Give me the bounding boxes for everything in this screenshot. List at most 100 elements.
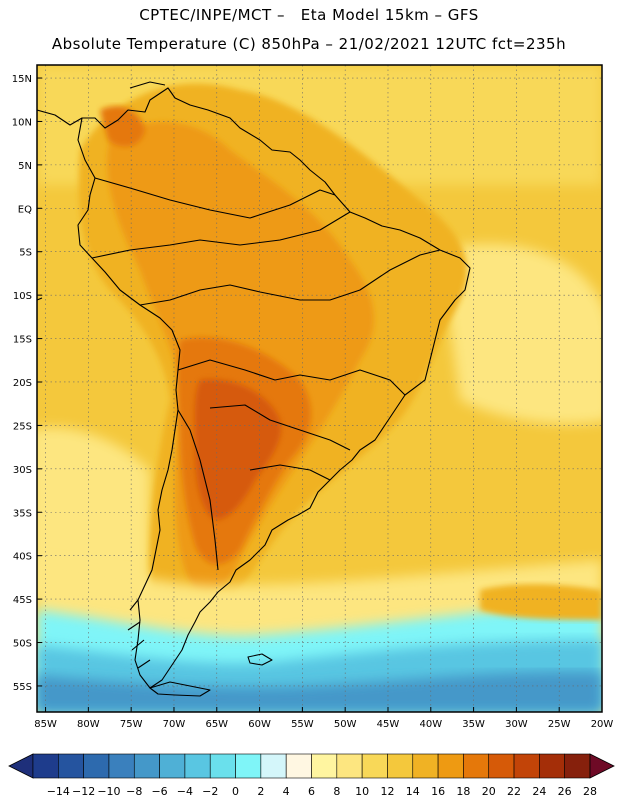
lat-label: 10N — [12, 117, 32, 128]
plot-frame — [36, 64, 603, 713]
lon-label: 85W — [34, 719, 57, 730]
lat-label: 15N — [12, 74, 32, 85]
northern-border — [94, 177, 336, 219]
colorbar-label: 18 — [456, 785, 470, 798]
colorbar-swatch — [539, 753, 565, 779]
uruguay-border — [249, 464, 331, 481]
central-america-coastline — [37, 109, 83, 126]
temperature-field — [37, 65, 602, 712]
colorbar-swatch — [336, 753, 363, 779]
colorbar-label: −12 — [72, 785, 95, 798]
colorbar-label: −4 — [177, 785, 193, 798]
colorbar-label: 14 — [406, 785, 420, 798]
colorbar-label: −10 — [97, 785, 120, 798]
colorbar-swatch — [108, 753, 135, 779]
lon-label: 20W — [591, 719, 614, 730]
lat-label: 45S — [13, 595, 32, 606]
lat-label: 10S — [13, 291, 32, 302]
colorbar-label: 0 — [232, 785, 239, 798]
colorbar-low-arrow — [8, 753, 34, 779]
colorbar-label: 6 — [308, 785, 315, 798]
colorbar-swatch — [83, 753, 110, 779]
colorbar-swatch — [513, 753, 540, 779]
colorbar-label: 12 — [380, 785, 394, 798]
lon-label: 40W — [419, 719, 442, 730]
lon-label: 60W — [248, 719, 271, 730]
chile-fjords — [127, 599, 151, 669]
lon-label: 25W — [548, 719, 571, 730]
colorbar-swatch — [58, 753, 84, 779]
latitude-labels: 15N 10N 5N EQ 5S 10S 15S 20S 25S 30S 35S 40S 45S 50S 5… — [12, 74, 42, 693]
lat-label: 25S — [13, 421, 32, 432]
andes-border — [177, 409, 219, 571]
colorbar-high-arrow — [589, 753, 615, 779]
lat-label: 55S — [13, 682, 32, 693]
lon-label: 30W — [505, 719, 528, 730]
amazon-border — [91, 211, 351, 259]
falkland-islands — [247, 653, 273, 666]
lon-label: 80W — [77, 719, 100, 730]
colorbar-label: 24 — [532, 785, 546, 798]
lon-label: 35W — [462, 719, 485, 730]
lon-label: 45W — [377, 719, 400, 730]
colorbar-label: 22 — [507, 785, 521, 798]
southern-brazil-border — [177, 359, 406, 396]
lat-label: 40S — [13, 552, 32, 563]
colorbar-swatch — [133, 753, 160, 779]
tierra-del-fuego — [149, 681, 211, 697]
colorbar-swatch — [412, 753, 439, 779]
galapagos-islands — [37, 297, 43, 301]
lat-label: 5S — [19, 248, 32, 259]
colorbar-label: −14 — [47, 785, 70, 798]
colorbar-swatch — [285, 753, 312, 779]
map-title-line2: Absolute Temperature (C) 850hPa – 21/02/… — [51, 35, 567, 53]
coastlines — [37, 81, 471, 697]
colorbar-label: 26 — [558, 785, 572, 798]
colorbar-label: 16 — [431, 785, 445, 798]
southeast-atlantic-warm-lobe — [480, 584, 602, 620]
colorbar-swatch — [437, 753, 464, 779]
south-america-coastline — [77, 87, 471, 689]
lon-label: 70W — [163, 719, 186, 730]
colorbar-swatch — [209, 753, 236, 779]
lat-label: 50S — [13, 639, 32, 650]
lat-label: 15S — [13, 335, 32, 346]
longitude-labels: 85W 80W 75W 70W 65W 60W 55W 50W 45W 40W 35W 30W 25W 2… — [34, 707, 613, 730]
lat-label: 35S — [13, 508, 32, 519]
lon-label: 65W — [205, 719, 228, 730]
colorbar-swatch — [159, 753, 186, 779]
lat-label: 30S — [13, 465, 32, 476]
colorbar-label: 10 — [355, 785, 369, 798]
colorbar-label: −2 — [202, 785, 218, 798]
colorbar-swatch — [184, 753, 211, 779]
colorbar-swatch — [260, 753, 287, 779]
lon-label: 55W — [291, 719, 314, 730]
colorbar-swatch — [564, 753, 591, 779]
subtropical-atlantic-region — [440, 243, 602, 424]
colorbar-swatch — [32, 753, 59, 779]
colorbar-label: 20 — [482, 785, 496, 798]
lat-label: 20S — [13, 378, 32, 389]
colorbar-label: −6 — [151, 785, 167, 798]
pacific-cool-region — [37, 427, 150, 600]
south-coldest-band — [37, 671, 602, 712]
lon-label: 50W — [334, 719, 357, 730]
lat-label: 5N — [18, 161, 32, 172]
colorbar-swatch — [488, 753, 515, 779]
map-title-line1: CPTEC/INPE/MCT – Eta Model 15km – GFS — [139, 6, 479, 24]
colorbar-swatch — [361, 753, 388, 779]
north-hotspot — [100, 106, 145, 147]
colorbar-label: −8 — [126, 785, 142, 798]
colorbar-label: 2 — [257, 785, 264, 798]
colorbar-label: 8 — [333, 785, 340, 798]
paraguay-border — [209, 404, 351, 451]
colorbar-swatch — [311, 753, 338, 779]
lon-label: 75W — [120, 719, 143, 730]
colorbar-label: 4 — [283, 785, 290, 798]
lat-label: EQ — [18, 204, 32, 215]
colorbar-swatch — [387, 753, 414, 779]
central-border — [139, 249, 441, 306]
colorbar-swatch — [463, 753, 490, 779]
colorbar: −14 −12 −10 −8 −6 −4 −2 0 2 4 6 8 10 12 14 16 18 20 22 24 26… — [8, 753, 615, 798]
